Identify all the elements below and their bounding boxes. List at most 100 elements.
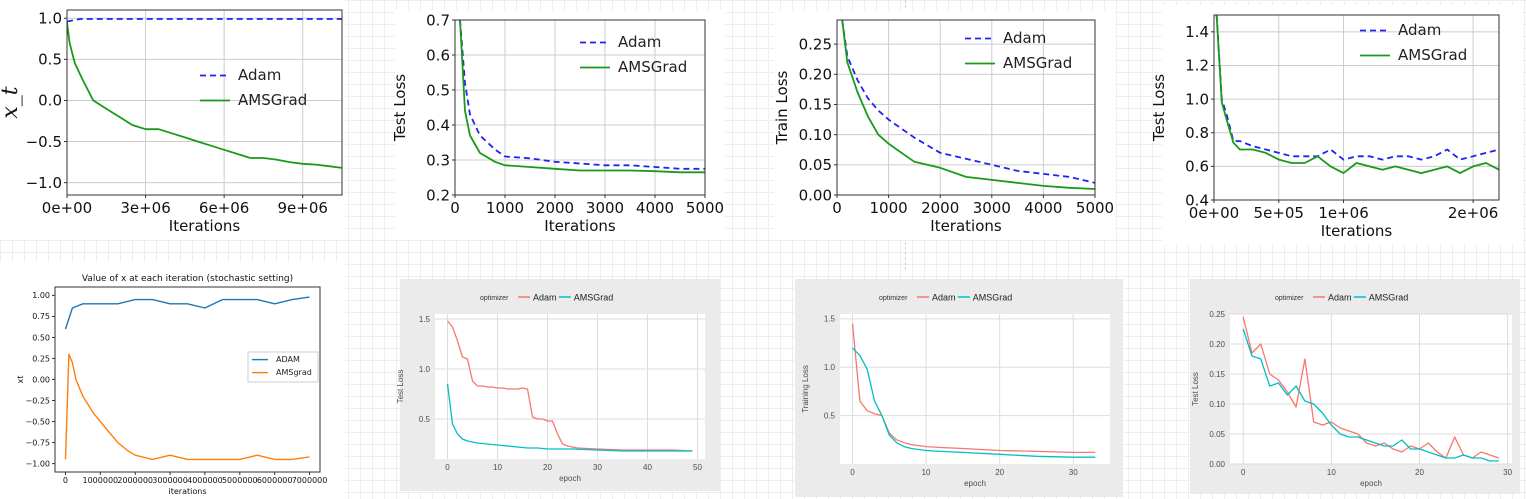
series-line-adam xyxy=(447,320,693,452)
chart-content: 0 1000 2000 3000 4000 5000 0.00 0.05 0.10 0.15 0.2… xyxy=(773,19,1114,235)
chart-title: Value of x at each iteration (stochastic… xyxy=(82,274,293,284)
y-tick-label: 0.25 xyxy=(799,35,832,53)
chart-content: 0 10 20 30 40 50 0.5 1.0 1.5 epoch Test Loss optimi… xyxy=(396,293,705,483)
legend-label: AMSGrad xyxy=(973,293,1013,303)
y-tick-label: 0.00 xyxy=(32,375,50,384)
y-tick-label: 0.05 xyxy=(799,156,832,174)
legend: ADAM AMSgrad xyxy=(247,351,319,383)
x-tick-label: 30 xyxy=(1069,468,1078,477)
x-tick-label: 5000 xyxy=(1076,199,1114,217)
y-tick-label: 0.6 xyxy=(1185,158,1209,176)
series-line-amsgrad xyxy=(852,347,1096,458)
series-group xyxy=(459,20,705,174)
series-line-amsgrad xyxy=(1215,15,1499,175)
x-tick-label: 9e+06 xyxy=(277,199,327,217)
legend-title: optimizer xyxy=(879,295,908,302)
legend-label: AMSGrad xyxy=(238,91,307,109)
y-tick-label: 0.15 xyxy=(1209,370,1225,379)
x-axis-label: iterations xyxy=(169,487,207,496)
series-line-amsgrad xyxy=(67,22,342,169)
legend-label: AMSGrad xyxy=(574,293,614,303)
y-axis-label: xt xyxy=(16,376,25,384)
series-line-amsgrad xyxy=(446,383,693,452)
x-tick-label: 0 xyxy=(850,468,855,477)
chart-panel-xt-stochastic: 0 1000000 2000000 3000000 4000000 5000000 6000… xyxy=(0,262,345,499)
legend-label: AMSGrad xyxy=(1003,54,1072,72)
chart-xt-stochastic: 0 1000000 2000000 3000000 4000000 5000000 6000… xyxy=(0,262,345,499)
y-axis-label: Test Loss xyxy=(391,74,409,142)
chart-content: 0 1000000 2000000 3000000 4000000 5000000 6000… xyxy=(16,274,327,496)
y-tick-label: 0.25 xyxy=(32,354,50,363)
x-axis-label: epoch xyxy=(559,474,581,483)
series-line-amsgrad xyxy=(1242,328,1499,462)
x-tick-label: 0e+00 xyxy=(42,199,92,217)
y-axis-label: Test Loss xyxy=(1191,372,1200,406)
x-tick-label: 1000000 xyxy=(83,476,119,485)
x-axis-label: Iterations xyxy=(169,217,241,235)
x-tick-label: 50 xyxy=(693,463,702,472)
legend: Adam AMSGrad xyxy=(580,33,687,76)
x-tick-label: 2000000 xyxy=(117,476,153,485)
x-tick-label: 2000 xyxy=(921,199,959,217)
plot-area xyxy=(1214,15,1499,200)
y-tick-label: 1.0 xyxy=(1185,90,1209,108)
plot-frame xyxy=(836,19,1096,196)
chart-test-loss-b: 0e+00 5e+05 1e+06 2e+06 0.4 0.6 0.8 1.0 1.2 1.4 It… xyxy=(1150,5,1522,245)
chart-ggplot-test-loss-a: 0 10 20 30 40 50 0.5 1.0 1.5 epoch Test Loss optimi… xyxy=(396,279,720,491)
x-tick-label: 2000 xyxy=(536,199,574,217)
legend-label: AMSGrad xyxy=(1369,293,1409,303)
y-tick-label: 0.00 xyxy=(1209,460,1225,469)
chart-panel-ggplot-test-loss-b: 0 10 20 30 0.00 0.05 0.10 0.15 0.20 0.25 epoch Test… xyxy=(1190,279,1520,494)
series-group xyxy=(67,18,342,169)
y-tick-label: 0.50 xyxy=(32,333,50,342)
y-axis-label: Test Loss xyxy=(1150,74,1168,142)
chart-panel-ggplot-test-loss-a: 0 10 20 30 40 50 0.5 1.0 1.5 epoch Test Loss optimi… xyxy=(396,279,720,491)
y-tick-label: 1.00 xyxy=(32,291,50,300)
x-tick-label: 1e+06 xyxy=(1318,204,1368,222)
y-tick-label: 0.15 xyxy=(799,96,832,114)
y-tick-label: 0.2 xyxy=(426,186,450,204)
x-tick-label: 20 xyxy=(995,468,1004,477)
y-tick-label: −1.0 xyxy=(26,174,62,192)
x-tick-label: 4000 xyxy=(636,199,674,217)
y-tick-label: −0.5 xyxy=(26,133,62,151)
x-tick-label: 4000000 xyxy=(187,476,223,485)
y-tick-label: 0.0 xyxy=(38,92,62,110)
x-axis-label: epoch xyxy=(1360,479,1382,488)
series-group xyxy=(851,323,1096,458)
chart-panel-train-loss: 0 1000 2000 3000 4000 5000 0.00 0.05 0.10 0.15 0.2… xyxy=(773,10,1115,240)
chart-content: 0 1000 2000 3000 4000 5000 0.2 0.3 0.4 0.5 0.6 0.7 I… xyxy=(391,11,724,235)
series-group xyxy=(446,320,693,452)
plot-area xyxy=(1230,314,1512,464)
y-tick-label: 1.5 xyxy=(824,315,836,324)
legend-label: AMSGrad xyxy=(618,58,687,76)
legend-label: Adam xyxy=(1328,293,1352,303)
legend-label: AMSgrad xyxy=(276,368,312,377)
chart-ggplot-test-loss-b: 0 10 20 30 0.00 0.05 0.10 0.15 0.20 0.25 epoch Test… xyxy=(1190,279,1520,494)
series-line-adam xyxy=(1215,15,1499,161)
chart-content: 0e+00 5e+05 1e+06 2e+06 0.4 0.6 0.8 1.0 1.2 1.4 It… xyxy=(1150,14,1500,240)
y-tick-label: 0.8 xyxy=(1185,124,1209,142)
plot-frame xyxy=(66,9,343,196)
x-axis-label: Iterations xyxy=(544,217,616,235)
series-line-amsgrad xyxy=(459,20,705,174)
x-tick-label: 1000 xyxy=(870,199,908,217)
plot-area xyxy=(67,10,342,195)
y-axis-label: x_t xyxy=(0,86,23,118)
x-tick-label: 2e+06 xyxy=(1448,204,1498,222)
y-tick-label: 0.05 xyxy=(1209,430,1225,439)
plot-area xyxy=(837,20,1095,195)
y-tick-label: 1.0 xyxy=(419,365,431,374)
legend-label: ADAM xyxy=(276,355,300,364)
plot-frame xyxy=(1213,14,1500,201)
chart-ggplot-training-loss: 0 10 20 30 0.5 1.0 1.5 epoch Training Loss optimi… xyxy=(795,279,1123,497)
y-tick-label: 0.10 xyxy=(1209,400,1225,409)
x-tick-label: 4000 xyxy=(1024,199,1062,217)
legend-label: Adam xyxy=(618,33,661,51)
x-tick-label: 1000 xyxy=(486,199,524,217)
series-line-amsgrad xyxy=(64,353,310,461)
x-tick-label: 0 xyxy=(63,476,68,485)
x-tick-label: 10 xyxy=(922,468,931,477)
x-tick-label: 0 xyxy=(450,199,460,217)
x-axis-label: epoch xyxy=(964,479,986,488)
